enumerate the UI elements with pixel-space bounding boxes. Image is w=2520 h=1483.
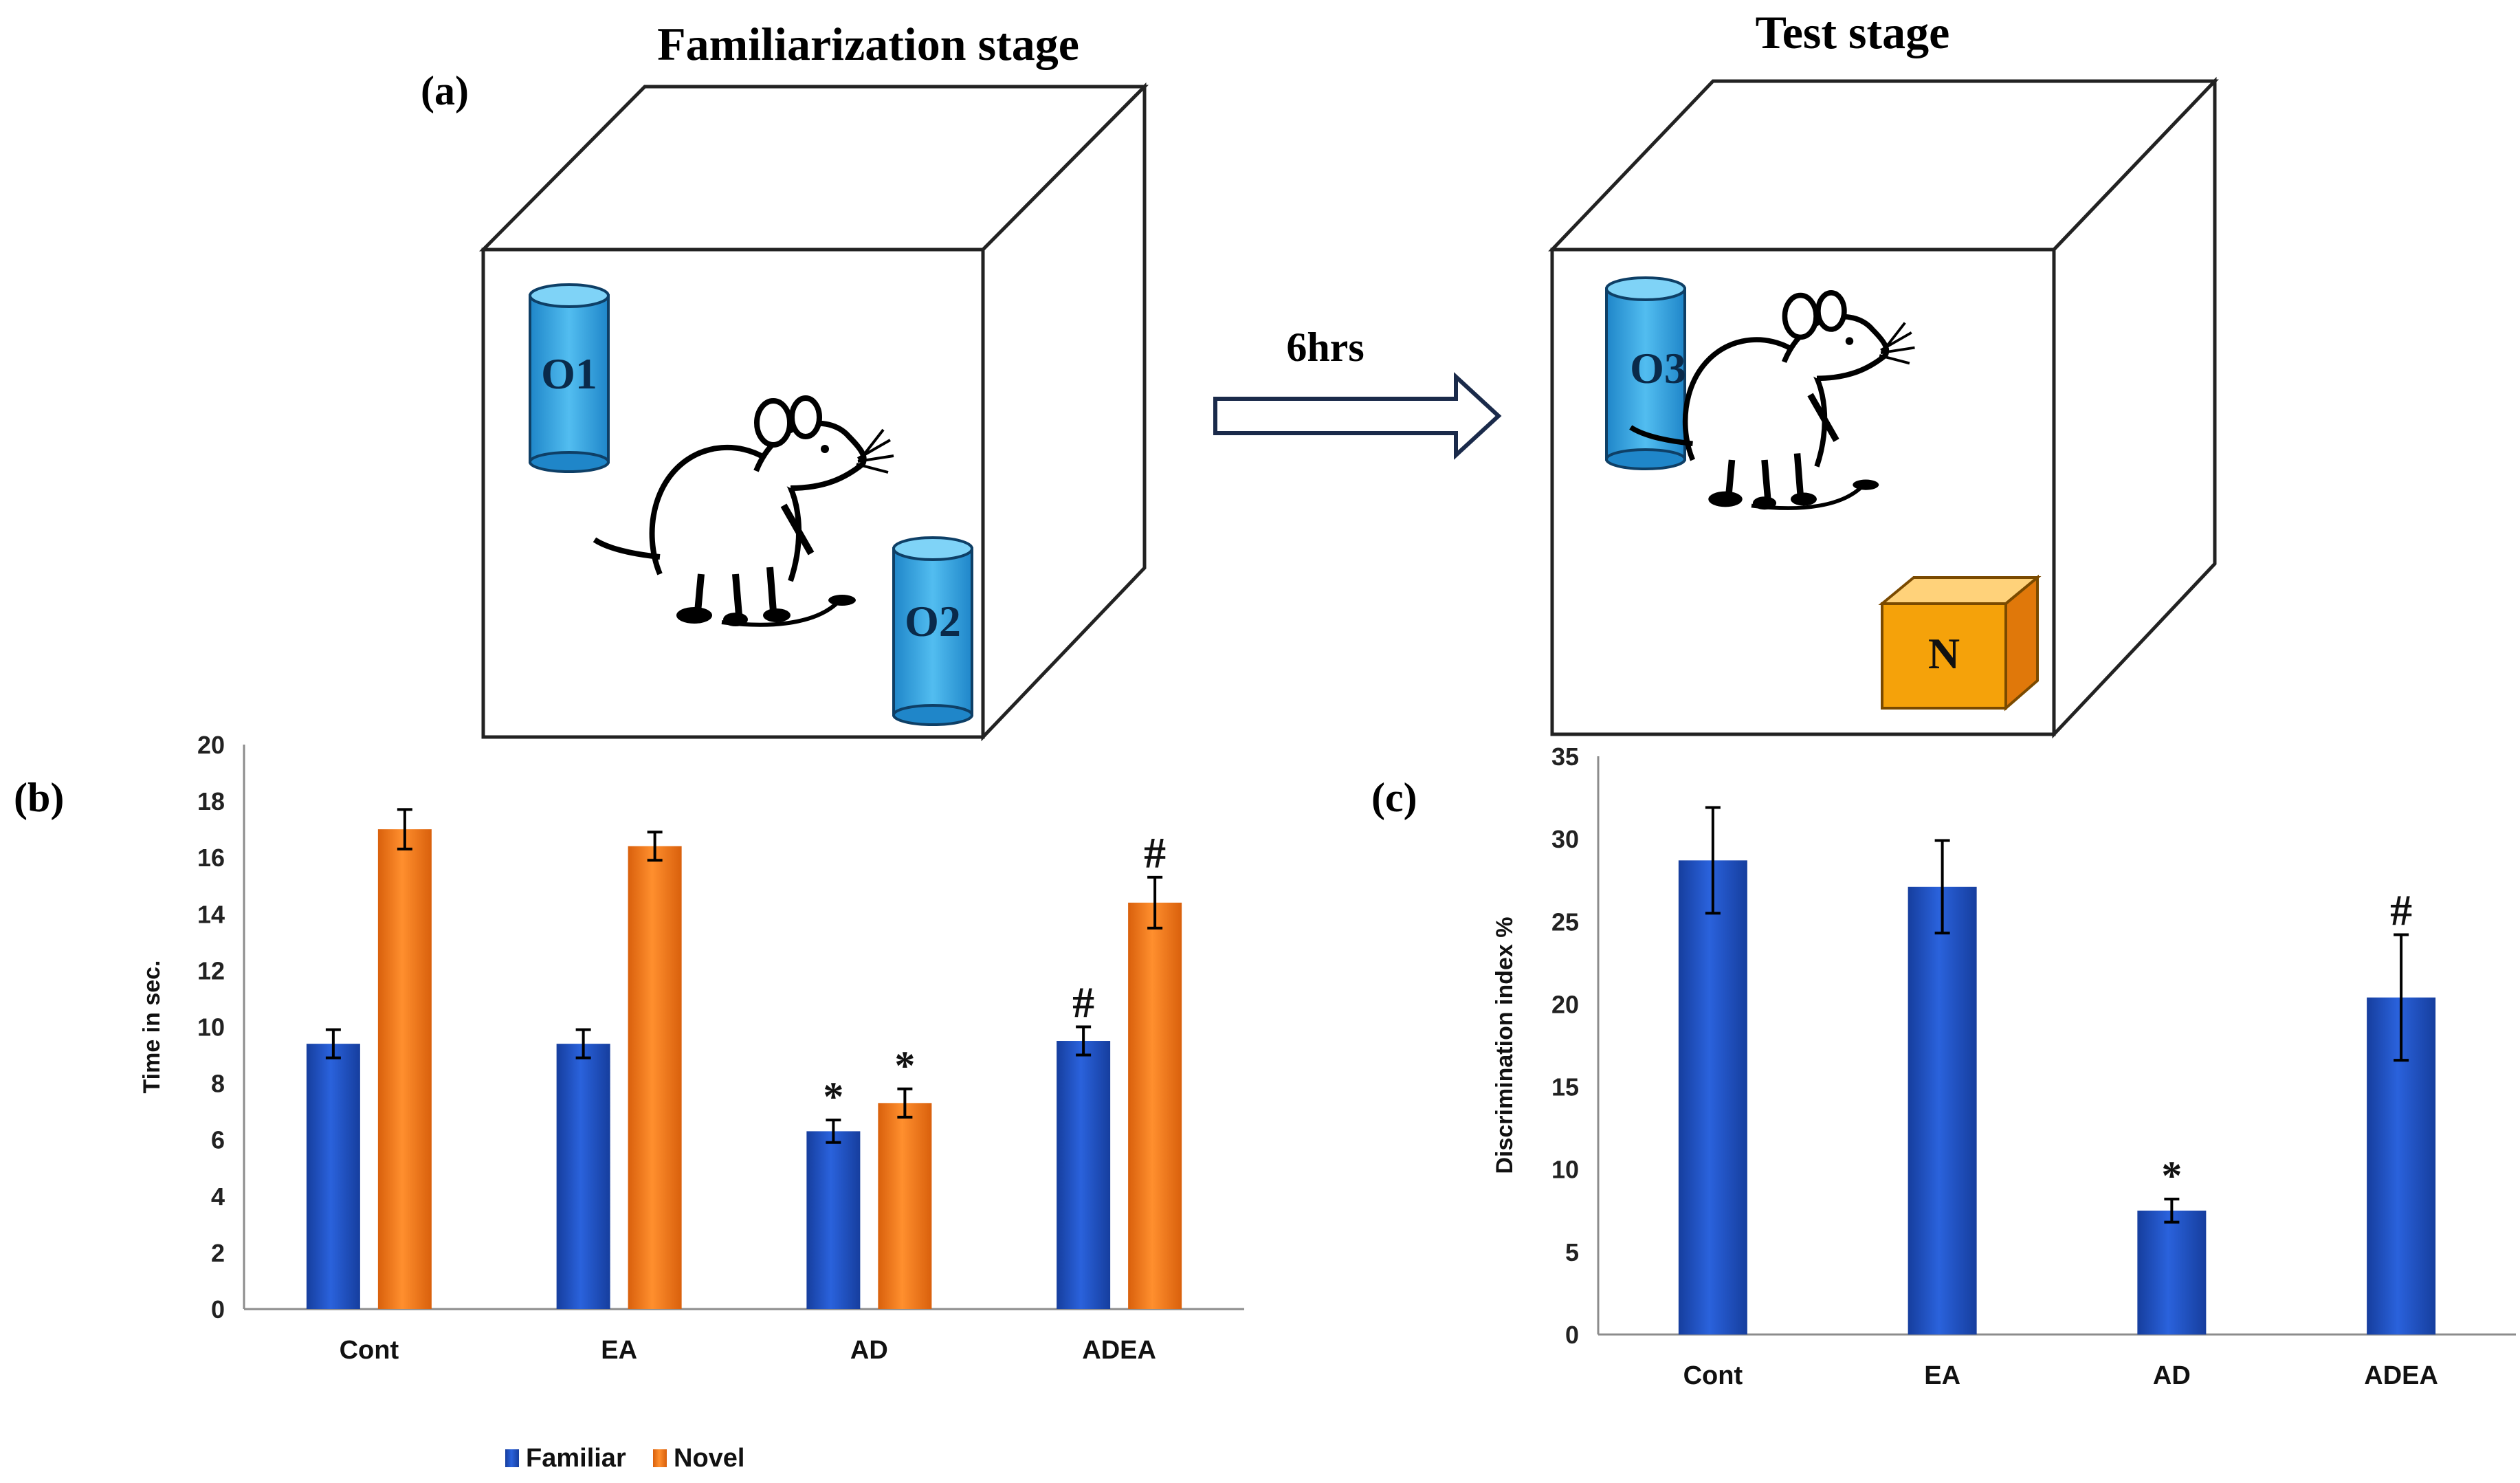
object-o2-label: O2 (905, 597, 961, 646)
significance-mark: # (1072, 978, 1094, 1027)
bar-novel (628, 846, 682, 1309)
chart-c: 0 5 10 15 20 25 30 35 Discrimination index % Cont… (1492, 743, 2516, 1390)
bar-discrimination-index (1908, 886, 1977, 1334)
y-axis-title: Time in sec. (139, 960, 165, 1093)
object-o1-cylinder: O1 (529, 283, 610, 473)
test-title: Test stage (1756, 6, 1950, 58)
bar-discrimination-index (1678, 860, 1747, 1334)
x-tick-label: AD (2153, 1361, 2191, 1390)
significance-mark: # (2390, 886, 2412, 935)
significance-mark: * (2161, 1153, 2182, 1198)
y-tick-label: 15 (1551, 1073, 1579, 1101)
x-tick-label: EA (601, 1336, 637, 1365)
y-tick-label: 12 (197, 956, 225, 985)
x-tick-label: Cont (1683, 1361, 1743, 1390)
legend-swatch-novel (653, 1449, 667, 1467)
panel-label-c: (c) (1371, 775, 1417, 820)
object-o3-label: O3 (1630, 344, 1686, 393)
x-tick-label: AD (850, 1336, 888, 1365)
significance-mark: # (1144, 828, 1166, 877)
object-o3-cylinder: O3 (1605, 276, 1686, 470)
panel-label-b: (b) (14, 775, 64, 820)
bar-familiar (556, 1044, 610, 1309)
legend-label: Novel (674, 1444, 744, 1473)
y-tick-label: 6 (211, 1126, 225, 1154)
bar-novel (377, 829, 432, 1309)
bar-discrimination-index (2137, 1210, 2207, 1334)
familiarization-title: Familiarization stage (657, 18, 1079, 70)
legend-swatch-familiar (505, 1449, 519, 1467)
chart-b: 0 2 4 6 8 10 12 14 16 18 20 Time in sec. Cont EA AD * * A… (139, 731, 1244, 1473)
x-tick-label: ADEA (2364, 1361, 2438, 1390)
y-tick-label: 14 (197, 900, 225, 928)
significance-mark: * (894, 1043, 915, 1088)
x-tick-label: Cont (340, 1336, 399, 1365)
y-tick-label: 0 (1565, 1321, 1579, 1349)
y-tick-label: 5 (1565, 1238, 1579, 1266)
panel-label-a: (a) (421, 68, 469, 113)
object-o1-label: O1 (541, 349, 597, 398)
y-tick-label: 18 (197, 787, 225, 815)
legend-label: Familiar (526, 1444, 626, 1473)
object-o2-cylinder: O2 (892, 536, 973, 726)
x-tick-label: ADEA (1082, 1336, 1156, 1365)
x-tick-label: EA (1924, 1361, 1960, 1390)
object-n-label: N (1928, 629, 1960, 678)
y-tick-label: 20 (1551, 990, 1579, 1018)
y-tick-label: 8 (211, 1070, 225, 1098)
y-tick-label: 16 (197, 844, 225, 872)
object-n-box: N (1878, 574, 2042, 712)
y-tick-label: 0 (211, 1295, 225, 1323)
bar-familiar (806, 1131, 861, 1309)
y-tick-label: 10 (197, 1013, 225, 1042)
y-tick-label: 30 (1551, 825, 1579, 853)
y-tick-label: 20 (197, 731, 225, 759)
y-tick-label: 35 (1551, 743, 1579, 771)
y-tick-label: 25 (1551, 908, 1579, 936)
arrow-label: 6hrs (1286, 325, 1364, 370)
y-tick-label: 4 (211, 1183, 225, 1211)
y-axis-title: Discrimination index % (1492, 916, 1518, 1174)
bar-familiar (306, 1044, 360, 1309)
y-tick-label: 10 (1551, 1156, 1579, 1184)
significance-mark: * (823, 1074, 843, 1119)
y-tick-label: 2 (211, 1239, 225, 1267)
bar-novel (1128, 902, 1182, 1309)
bar-novel (878, 1103, 932, 1309)
bar-familiar (1057, 1041, 1111, 1309)
right-arrow-icon (1213, 372, 1502, 460)
